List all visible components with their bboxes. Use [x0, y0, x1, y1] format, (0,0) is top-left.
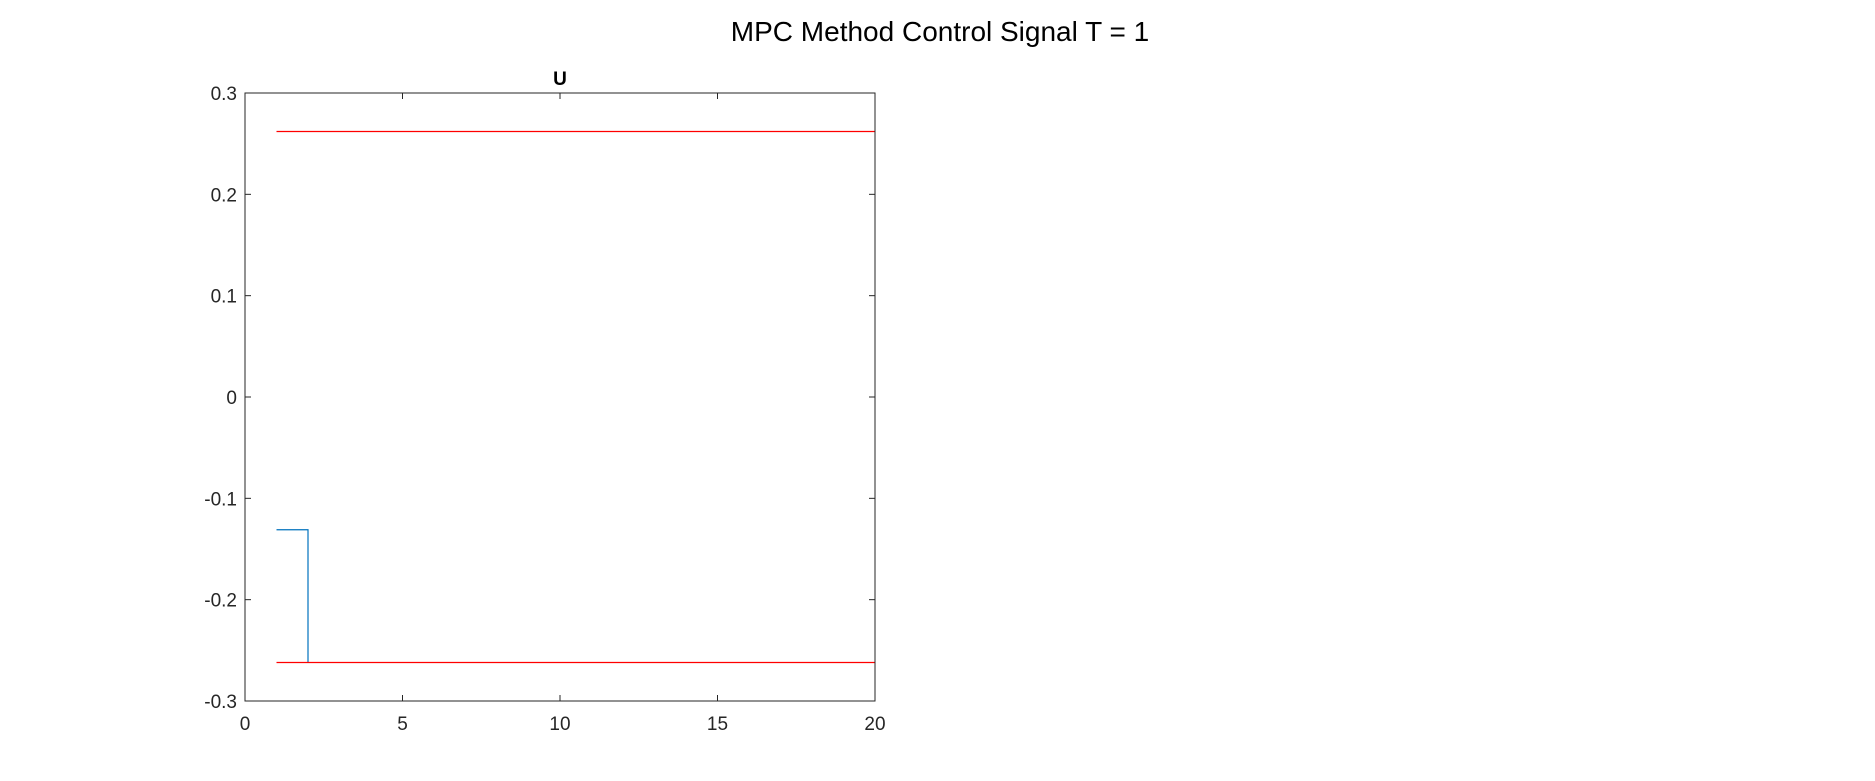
y-tick-label: -0.3 [204, 692, 237, 713]
series-line-1 [276, 529, 309, 663]
figure-suptitle: MPC Method Control Signal T = 1 [731, 16, 1149, 47]
axes-u: 0 5 10 15 20 0.3 0.2 0.1 0 -0.1 -0.2 -0.3 U [204, 69, 885, 735]
y-tick-label: -0.1 [204, 489, 237, 510]
x-tick-label: 10 [549, 714, 570, 735]
y-tick-label: 0.2 [211, 185, 237, 206]
tick-layer: 0 5 10 15 20 0.3 0.2 0.1 0 -0.1 -0.2 -0.3 [204, 84, 885, 735]
y-tick-label: 0.3 [211, 84, 237, 105]
plot-area [245, 93, 875, 701]
y-tick-label: 0 [226, 388, 237, 409]
x-tick-label: 5 [397, 714, 408, 735]
y-tick-label: -0.2 [204, 591, 237, 612]
x-tick-label: 20 [864, 714, 885, 735]
x-tick-label: 15 [707, 714, 728, 735]
x-tick-label: 0 [240, 714, 251, 735]
y-tick-label: 0.1 [211, 287, 237, 308]
axes-title: U [553, 69, 567, 90]
series-layer [276, 130, 875, 664]
